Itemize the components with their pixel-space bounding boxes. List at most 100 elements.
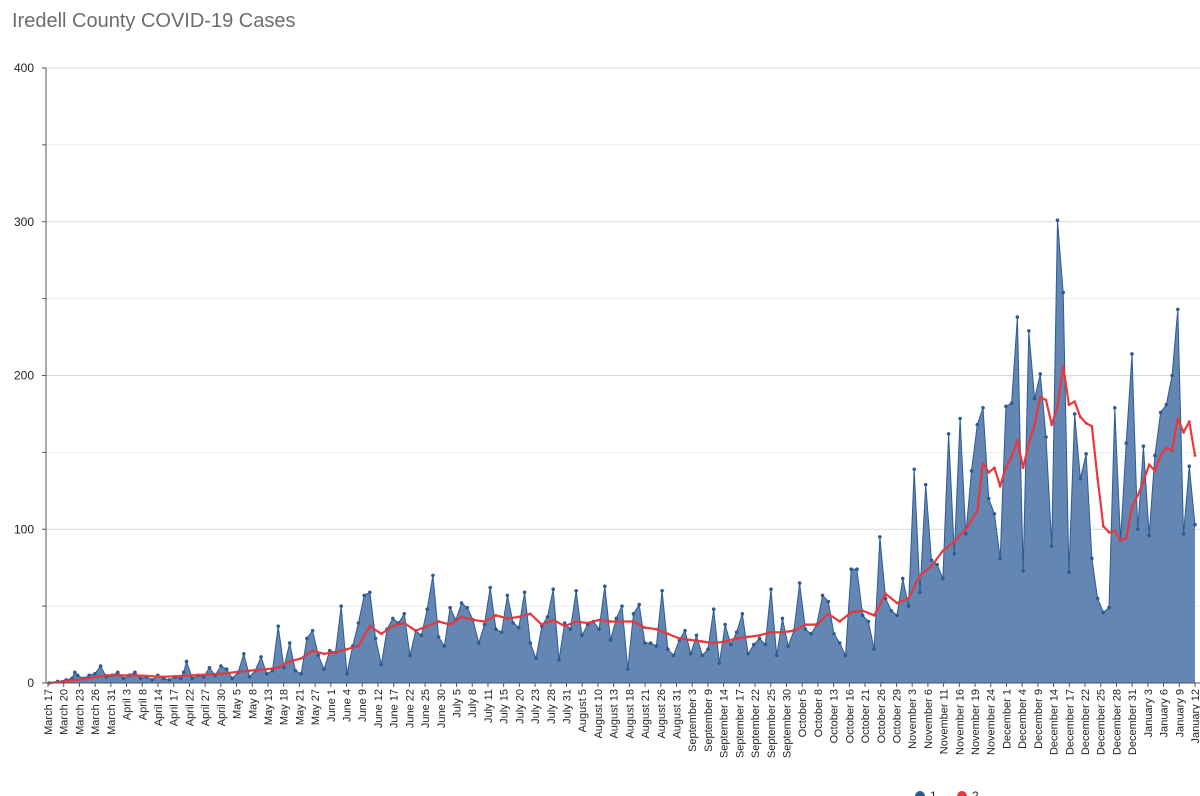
data-point[interactable] <box>70 676 74 681</box>
average-point[interactable] <box>769 630 773 634</box>
data-point[interactable] <box>425 607 429 611</box>
data-point[interactable] <box>356 621 361 625</box>
data-point[interactable] <box>327 648 332 653</box>
data-point[interactable] <box>648 641 653 645</box>
data-point[interactable] <box>992 512 997 516</box>
average-point[interactable] <box>1107 530 1111 534</box>
data-point[interactable] <box>637 602 641 607</box>
average-point[interactable] <box>884 592 887 596</box>
average-point[interactable] <box>781 630 784 634</box>
data-point[interactable] <box>574 588 578 593</box>
data-point[interactable] <box>522 590 527 595</box>
data-point[interactable] <box>408 653 412 658</box>
data-point[interactable] <box>528 641 533 645</box>
average-point[interactable] <box>425 624 429 628</box>
data-point[interactable] <box>299 671 303 676</box>
data-point[interactable] <box>740 612 745 616</box>
average-point[interactable] <box>907 597 910 600</box>
data-point[interactable] <box>843 653 848 658</box>
data-point[interactable] <box>666 647 670 651</box>
average-point[interactable] <box>402 621 406 625</box>
data-point[interactable] <box>181 670 186 675</box>
data-point[interactable] <box>837 641 842 645</box>
data-point[interactable] <box>654 644 659 648</box>
average-point[interactable] <box>1170 449 1174 453</box>
data-point[interactable] <box>780 616 785 621</box>
data-point[interactable] <box>929 558 934 562</box>
data-point[interactable] <box>557 658 561 662</box>
average-point[interactable] <box>1182 430 1185 434</box>
average-point[interactable] <box>1038 395 1042 399</box>
average-point[interactable] <box>1050 423 1054 427</box>
data-point[interactable] <box>580 633 584 638</box>
average-point[interactable] <box>609 620 612 623</box>
data-point[interactable] <box>832 632 836 636</box>
average-point[interactable] <box>1056 404 1059 408</box>
data-point[interactable] <box>660 588 664 593</box>
data-point[interactable] <box>459 601 464 605</box>
data-point[interactable] <box>264 671 269 676</box>
data-point[interactable] <box>1055 218 1060 223</box>
average-point[interactable] <box>758 633 761 637</box>
average-point[interactable] <box>666 632 670 636</box>
data-point[interactable] <box>465 605 470 610</box>
average-point[interactable] <box>930 564 933 568</box>
average-point[interactable] <box>322 652 326 656</box>
data-point[interactable] <box>1135 527 1140 532</box>
average-point[interactable] <box>1067 403 1071 407</box>
average-point[interactable] <box>861 609 865 613</box>
data-point[interactable] <box>723 622 727 627</box>
average-point[interactable] <box>133 673 137 677</box>
average-point[interactable] <box>1119 538 1122 542</box>
data-point[interactable] <box>287 641 292 645</box>
data-point[interactable] <box>282 665 286 670</box>
data-point[interactable] <box>93 671 97 676</box>
data-point[interactable] <box>431 573 435 578</box>
average-point[interactable] <box>311 649 314 653</box>
average-point[interactable] <box>494 613 498 617</box>
average-point[interactable] <box>998 484 1002 488</box>
data-point[interactable] <box>242 651 246 656</box>
average-point[interactable] <box>723 640 727 643</box>
average-point[interactable] <box>1084 421 1088 425</box>
data-point[interactable] <box>568 627 573 631</box>
data-point[interactable] <box>941 576 945 581</box>
average-point[interactable] <box>379 632 383 636</box>
average-point[interactable] <box>334 650 337 654</box>
data-point[interactable] <box>270 668 275 673</box>
data-point[interactable] <box>1112 405 1117 410</box>
data-point[interactable] <box>769 587 773 592</box>
average-point[interactable] <box>792 629 796 633</box>
average-point[interactable] <box>574 620 578 623</box>
average-point[interactable] <box>1164 446 1168 450</box>
data-point[interactable] <box>688 651 693 656</box>
data-point[interactable] <box>219 664 223 668</box>
data-point[interactable] <box>293 668 298 673</box>
average-point[interactable] <box>448 623 452 626</box>
data-point[interactable] <box>121 676 126 681</box>
data-point[interactable] <box>855 567 859 572</box>
data-point[interactable] <box>889 608 894 613</box>
data-point[interactable] <box>1038 372 1043 376</box>
average-point[interactable] <box>872 613 876 617</box>
average-point[interactable] <box>563 624 567 628</box>
average-point[interactable] <box>895 601 899 605</box>
data-point[interactable] <box>849 567 853 572</box>
data-point[interactable] <box>746 651 750 656</box>
data-point[interactable] <box>757 636 762 641</box>
data-point[interactable] <box>906 604 911 608</box>
data-point[interactable] <box>190 676 195 681</box>
average-point[interactable] <box>597 618 601 622</box>
data-point[interactable] <box>614 616 619 621</box>
data-point[interactable] <box>402 612 407 616</box>
data-point[interactable] <box>1004 404 1008 409</box>
data-point[interactable] <box>1084 452 1088 456</box>
average-point[interactable] <box>654 627 658 631</box>
data-point[interactable] <box>276 624 281 628</box>
data-point[interactable] <box>1044 435 1048 439</box>
data-point[interactable] <box>505 593 510 598</box>
average-point[interactable] <box>1159 454 1163 457</box>
data-point[interactable] <box>1187 464 1192 469</box>
average-point[interactable] <box>849 610 853 614</box>
average-point[interactable] <box>276 666 280 670</box>
